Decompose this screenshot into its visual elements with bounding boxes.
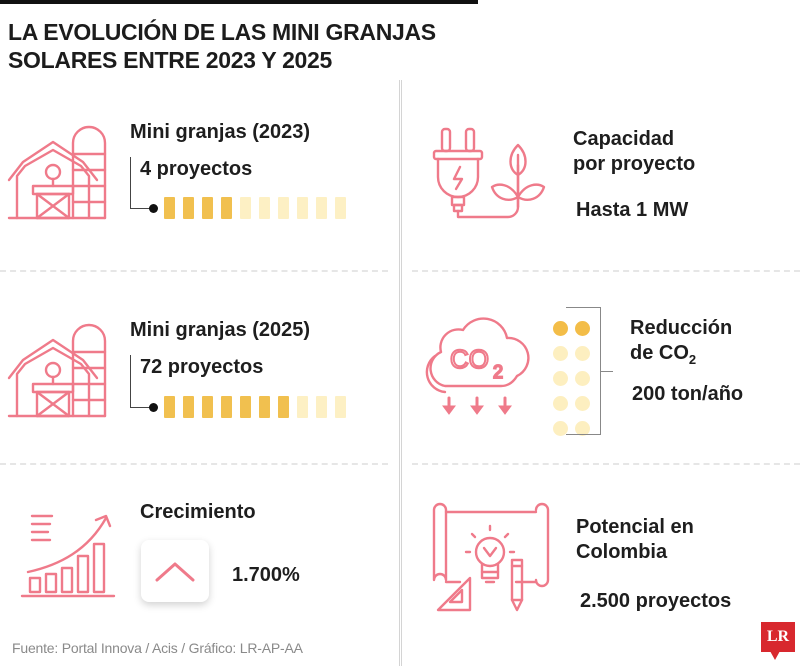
co2-bracket-tick <box>601 371 613 372</box>
barn-silo-icon <box>7 125 107 220</box>
bar-segment-filled <box>259 396 270 418</box>
farms-2023-label: Mini granjas (2023) <box>130 121 311 143</box>
growth-chart-icon <box>20 514 116 598</box>
growth-value: 1.700% <box>232 564 300 586</box>
co2-value: 200 ton/año <box>632 383 744 405</box>
co2-label-line-1: Reducción <box>630 317 733 339</box>
bar-segment-empty <box>278 197 289 219</box>
svg-text:CO: CO <box>450 344 489 374</box>
row-divider-right-2 <box>412 463 800 465</box>
bar-segment-empty <box>297 396 308 418</box>
row-divider-left-2 <box>0 463 388 465</box>
farms-2023-value: 4 proyectos <box>140 158 253 180</box>
growth-indicator-box <box>141 540 209 602</box>
potential-label: Potencial en Colombia <box>576 515 694 565</box>
connector-line <box>130 157 152 209</box>
source-credit: Fuente: Portal Innova / Acis / Gráfico: … <box>12 640 303 656</box>
co2-cloud-icon: CO 2 <box>425 317 530 415</box>
bar-segment-filled <box>183 396 194 418</box>
column-divider <box>399 80 402 666</box>
page-title: LA EVOLUCIÓN DE LAS MINI GRANJAS SOLARES… <box>8 18 488 74</box>
capacity-label-line-2: por proyecto <box>573 153 696 175</box>
capacity-label: Capacidad por proyecto <box>573 127 695 177</box>
bar-segment-empty <box>240 197 251 219</box>
title-line-1: LA EVOLUCIÓN DE LAS MINI GRANJAS <box>8 19 436 45</box>
barn-silo-icon <box>7 323 107 418</box>
title-line-2: SOLARES ENTRE 2023 Y 2025 <box>8 47 333 73</box>
bar-segment-empty <box>316 396 327 418</box>
top-rule <box>0 0 478 4</box>
bar-segment-filled <box>202 197 213 219</box>
co2-label: Reducción de CO2 <box>630 316 732 372</box>
connector-line <box>130 355 152 408</box>
lr-logo-tail <box>770 651 780 660</box>
farms-2025-value: 72 proyectos <box>140 356 264 378</box>
bar-segment-filled <box>221 396 232 418</box>
co2-dot-empty <box>553 346 568 361</box>
co2-dot-grid <box>553 321 591 436</box>
farms-2025-label: Mini granjas (2025) <box>130 319 311 341</box>
co2-label-prefix: de CO <box>630 342 689 364</box>
blueprint-idea-icon <box>432 502 550 612</box>
chevron-up-icon <box>155 562 195 582</box>
co2-dot-empty <box>575 346 590 361</box>
potential-label-line-2: Colombia <box>576 541 668 563</box>
co2-dot-empty <box>575 371 590 386</box>
potential-label-line-1: Potencial en <box>576 516 694 538</box>
farms-2025-progress-bar <box>164 396 354 418</box>
capacity-label-line-1: Capacidad <box>573 128 675 150</box>
co2-dot-empty <box>575 421 590 436</box>
bar-segment-empty <box>316 197 327 219</box>
row-divider-left-1 <box>0 270 388 272</box>
bar-segment-empty <box>335 396 346 418</box>
co2-label-line-2: de CO2 <box>630 341 732 372</box>
co2-dot-empty <box>553 421 568 436</box>
svg-text:2: 2 <box>493 362 503 382</box>
bar-segment-filled <box>183 197 194 219</box>
plug-leaf-icon <box>432 127 546 219</box>
potential-value: 2.500 proyectos <box>580 590 732 612</box>
farms-2023-progress-bar <box>164 197 354 219</box>
bar-segment-filled <box>278 396 289 418</box>
growth-label: Crecimiento <box>140 501 256 523</box>
row-divider-right-1 <box>412 270 800 272</box>
connector-dot <box>149 204 158 213</box>
bar-segment-empty <box>259 197 270 219</box>
co2-bracket <box>566 307 601 435</box>
co2-dot-empty <box>553 396 568 411</box>
co2-dot-empty <box>575 396 590 411</box>
bar-segment-filled <box>240 396 251 418</box>
connector-dot <box>149 403 158 412</box>
co2-dot-filled <box>553 321 568 336</box>
co2-dot-filled <box>575 321 590 336</box>
bar-segment-filled <box>164 197 175 219</box>
bar-segment-filled <box>202 396 213 418</box>
lr-logo: LR <box>761 622 795 652</box>
capacity-value: Hasta 1 MW <box>576 199 689 221</box>
co2-dot-empty <box>553 371 568 386</box>
bar-segment-filled <box>221 197 232 219</box>
co2-label-subscript: 2 <box>688 352 697 367</box>
bar-segment-empty <box>297 197 308 219</box>
bar-segment-empty <box>335 197 346 219</box>
bar-segment-filled <box>164 396 175 418</box>
